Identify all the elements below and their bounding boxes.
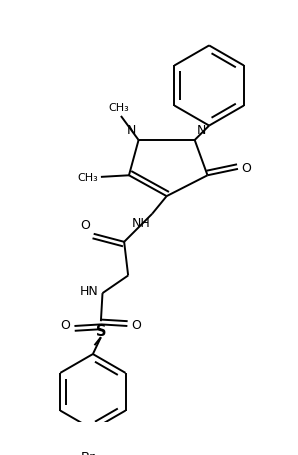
Text: S: S <box>96 324 106 339</box>
Text: O: O <box>80 219 91 232</box>
Text: N: N <box>127 124 136 137</box>
Text: O: O <box>131 319 141 333</box>
Text: NH: NH <box>132 217 150 230</box>
Text: CH₃: CH₃ <box>78 173 99 183</box>
Text: HN: HN <box>80 285 99 298</box>
Text: O: O <box>60 319 70 333</box>
Text: Br: Br <box>81 451 95 455</box>
Text: O: O <box>241 162 251 175</box>
Text: N: N <box>197 124 207 137</box>
Text: CH₃: CH₃ <box>108 103 129 113</box>
